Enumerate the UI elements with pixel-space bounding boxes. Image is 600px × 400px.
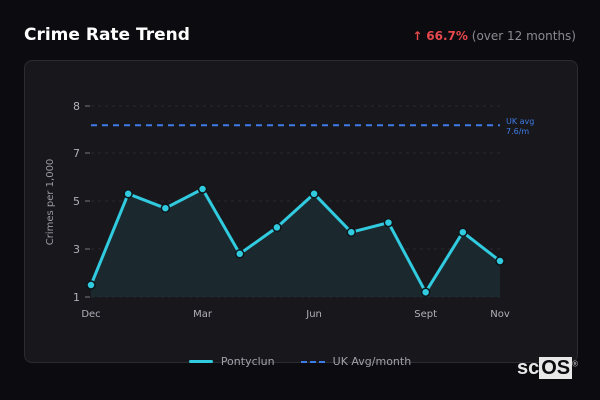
change-indicator: ↑ 66.7% (over 12 months) <box>412 29 576 43</box>
svg-text:7.6/m: 7.6/m <box>506 127 529 136</box>
svg-text:Dec: Dec <box>81 309 100 320</box>
solid-line-swatch-icon <box>188 360 213 363</box>
svg-text:1: 1 <box>73 291 80 304</box>
change-arrow-icon: ↑ <box>412 29 423 43</box>
legend-label: Pontyclun <box>220 355 275 368</box>
legend-label: UK Avg/month <box>332 355 412 368</box>
change-percent: 66.7% <box>426 29 468 43</box>
svg-text:Nov: Nov <box>490 309 510 320</box>
svg-text:Jun: Jun <box>305 309 322 320</box>
dashed-line-swatch-icon <box>300 360 325 363</box>
svg-text:Mar: Mar <box>193 309 213 320</box>
legend-item-uk-avg[interactable]: UK Avg/month <box>300 355 412 368</box>
scos-logo: sc OS ® <box>517 357 579 379</box>
chart-title: Crime Rate Trend <box>24 25 190 45</box>
chart-legend: Pontyclun UK Avg/month <box>0 355 600 368</box>
legend-item-pontyclun[interactable]: Pontyclun <box>188 355 275 368</box>
svg-text:Crimes per 1,000: Crimes per 1,000 <box>45 159 56 246</box>
change-period: (over 12 months) <box>471 29 576 43</box>
svg-text:UK avg: UK avg <box>506 117 534 126</box>
svg-text:3: 3 <box>73 243 80 256</box>
svg-text:8: 8 <box>73 100 80 113</box>
svg-text:7: 7 <box>73 147 80 160</box>
svg-text:Sept: Sept <box>414 309 437 320</box>
svg-text:5: 5 <box>73 195 80 208</box>
